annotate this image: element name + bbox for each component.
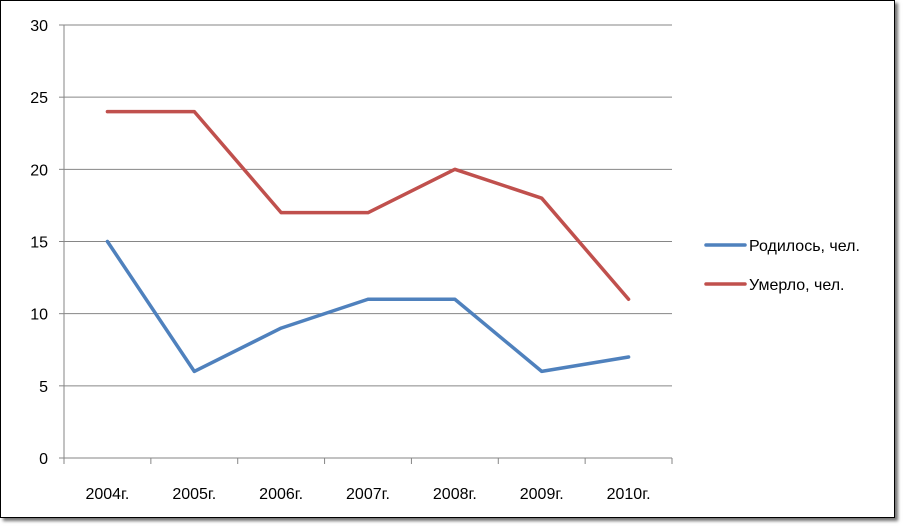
y-tick-label-2: 10 xyxy=(30,307,48,324)
x-tick-label-6: 2010г. xyxy=(607,486,651,503)
x-tick-label-4: 2008г. xyxy=(433,486,477,503)
data-point-s0-6 xyxy=(627,355,631,359)
line-chart: 0 5 10 15 20 25 30 2004г. 2005г. 2006г. 2007г. 2008… xyxy=(30,18,860,503)
data-point-s0-3 xyxy=(366,297,370,301)
x-tick-label-2: 2006г. xyxy=(259,486,303,503)
y-tick-label-3: 15 xyxy=(30,235,48,252)
x-tick-label-3: 2007г. xyxy=(346,486,390,503)
y-tick-label-5: 25 xyxy=(30,90,48,107)
chart-frame: 0 5 10 15 20 25 30 2004г. 2005г. 2006г. 2007г. 2008… xyxy=(0,0,895,518)
data-point-s0-2 xyxy=(279,326,283,330)
data-point-s1-2 xyxy=(279,211,283,215)
axis-layer: 0 5 10 15 20 25 30 2004г. 2005г. 2006г. 2007г. 2008… xyxy=(30,18,673,503)
grid-layer xyxy=(64,24,672,387)
legend-label-0: Родилось, чел. xyxy=(749,238,860,255)
series-layer xyxy=(105,109,631,374)
data-point-s1-5 xyxy=(540,196,544,200)
series-line-0 xyxy=(105,239,631,374)
data-point-s0-0 xyxy=(105,240,109,243)
legend-label-1: Умерло, чел. xyxy=(749,277,844,294)
data-point-s1-0 xyxy=(105,110,109,114)
y-tick-label-6: 30 xyxy=(30,18,48,35)
x-tick-label-1: 2005г. xyxy=(172,486,216,503)
data-point-s1-1 xyxy=(192,110,196,114)
data-point-s1-6 xyxy=(627,297,631,301)
x-tick-label-5: 2009г. xyxy=(520,486,564,503)
data-point-s0-4 xyxy=(453,297,457,301)
data-point-s0-5 xyxy=(540,369,544,373)
y-tick-label-1: 5 xyxy=(39,379,48,396)
x-tick-label-0: 2004г. xyxy=(85,486,129,503)
data-point-s1-4 xyxy=(453,167,457,171)
y-tick-label-0: 0 xyxy=(39,451,48,468)
data-point-s1-3 xyxy=(366,211,370,215)
data-point-s0-1 xyxy=(192,369,196,373)
y-tick-label-4: 20 xyxy=(30,162,48,179)
series-line-1 xyxy=(105,109,631,301)
legend: Родилось, чел. Умерло, чел. xyxy=(704,238,860,294)
